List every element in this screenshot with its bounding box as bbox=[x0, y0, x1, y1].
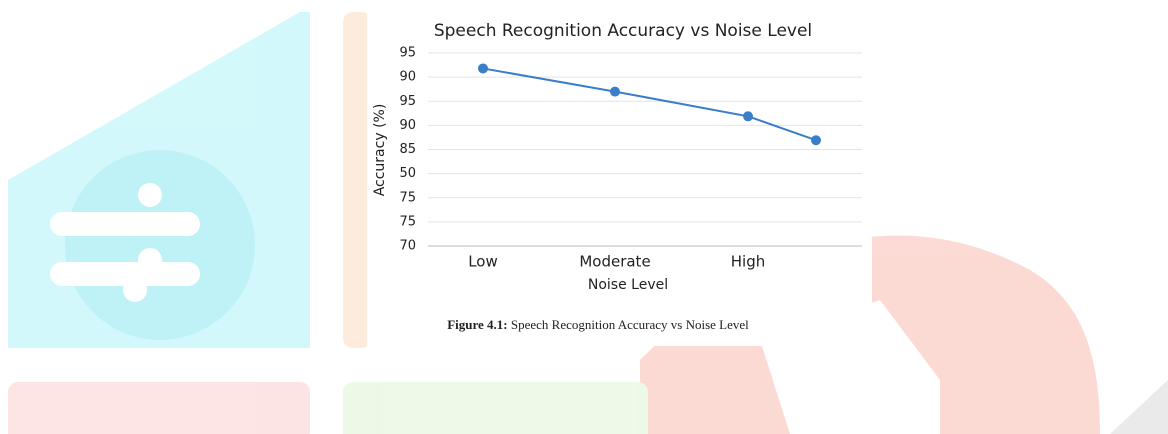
chart-title: Speech Recognition Accuracy vs Noise Lev… bbox=[434, 21, 812, 41]
y-axis-label: Accuracy (%) bbox=[372, 104, 388, 197]
watermark-shape bbox=[1110, 380, 1168, 434]
y-tick-label: 90 bbox=[399, 118, 416, 133]
watermark-shape bbox=[343, 12, 371, 348]
figure-label: Figure 4.1: bbox=[447, 317, 507, 332]
y-tick-label: 85 bbox=[399, 142, 416, 157]
watermark-shape bbox=[65, 150, 255, 340]
figure-caption: Figure 4.1: Speech Recognition Accuracy … bbox=[447, 317, 749, 332]
y-tick-label: 75 bbox=[399, 190, 416, 205]
watermark-shape bbox=[8, 382, 310, 434]
data-point bbox=[811, 135, 821, 145]
y-tick-label: 95 bbox=[399, 46, 416, 61]
x-tick-label: High bbox=[731, 253, 765, 271]
y-tick-label: 95 bbox=[399, 94, 416, 109]
y-tick-label: 70 bbox=[399, 239, 416, 254]
x-axis-label: Noise Level bbox=[588, 277, 668, 293]
x-tick-label: Moderate bbox=[579, 253, 650, 271]
y-tick-label: 50 bbox=[399, 166, 416, 181]
y-tick-label: 75 bbox=[399, 214, 416, 229]
watermark-shape bbox=[343, 382, 648, 434]
y-tick-label: 90 bbox=[399, 70, 416, 85]
data-point bbox=[610, 87, 620, 97]
data-point bbox=[743, 111, 753, 121]
figure-panel bbox=[367, 10, 872, 346]
caption-text: Speech Recognition Accuracy vs Noise Lev… bbox=[511, 317, 749, 332]
x-tick-label: Low bbox=[468, 253, 498, 271]
page: Speech Recognition Accuracy vs Noise Lev… bbox=[0, 0, 1168, 434]
data-point bbox=[478, 63, 488, 73]
